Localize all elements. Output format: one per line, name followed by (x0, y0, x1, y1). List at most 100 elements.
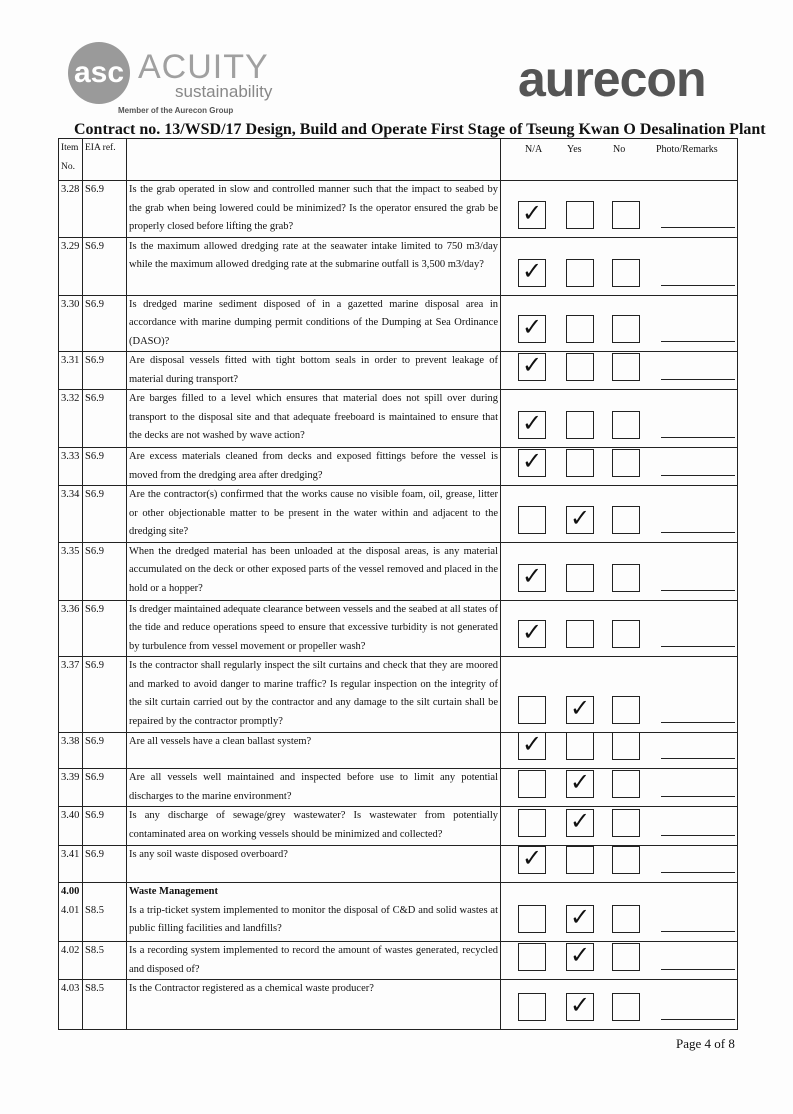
remarks-field[interactable] (661, 226, 735, 228)
checkbox-no[interactable] (612, 993, 640, 1021)
table-row: 3.37 S6.9 Is the contractor shall regularl… (58, 656, 738, 733)
checkbox-na[interactable] (518, 505, 546, 534)
remarks-field[interactable] (661, 379, 735, 380)
checkbox-yes[interactable]: ✓ (566, 943, 594, 971)
checkbox-no[interactable] (612, 449, 640, 477)
question-text: Are barges filled to a level which ensur… (126, 389, 501, 448)
item-number: 3.40 (58, 806, 83, 846)
remarks-field[interactable] (661, 646, 735, 647)
checkbox-na[interactable] (518, 809, 546, 837)
remarks-field[interactable] (661, 931, 735, 932)
checkbox-na[interactable] (518, 943, 546, 971)
checkbox-no[interactable] (612, 905, 640, 933)
question-text: When the dredged material has been unloa… (126, 541, 501, 601)
remarks-field[interactable] (661, 475, 735, 476)
checkbox-yes[interactable]: ✓ (566, 770, 594, 798)
checkbox-na[interactable]: ✓ (518, 563, 546, 592)
checkbox-yes[interactable] (566, 846, 594, 874)
checkbox-no[interactable] (612, 770, 640, 798)
checkbox-yes[interactable] (566, 200, 594, 229)
checkbox-na[interactable]: ✓ (518, 449, 546, 477)
remarks-field[interactable] (661, 969, 735, 970)
checkbox-na[interactable]: ✓ (518, 846, 546, 874)
header-item: Item No. (58, 138, 83, 181)
question-text: Is dredged marine sediment disposed of i… (126, 294, 501, 352)
checkbox-yes[interactable] (566, 732, 594, 760)
checkbox-na[interactable]: ✓ (518, 315, 546, 343)
checkbox-no[interactable] (612, 943, 640, 971)
question-text: Is dredger maintained adequate clearance… (126, 599, 501, 657)
checkbox-na[interactable]: ✓ (518, 353, 546, 381)
question-text: Is any soil waste disposed overboard? (126, 845, 501, 883)
item-number: 4.02 (58, 941, 83, 980)
question-text: Are all vessels have a clean ballast sys… (126, 732, 501, 769)
remarks-field[interactable] (661, 1019, 735, 1020)
header-remarks: Photo/Remarks (656, 144, 718, 155)
document-title: Contract no. 13/WSD/17 Design, Build and… (74, 121, 766, 138)
item-number: 3.41 (58, 845, 83, 883)
remarks-field[interactable] (661, 835, 735, 836)
remarks-field[interactable] (661, 437, 735, 438)
checkbox-na[interactable]: ✓ (518, 732, 546, 760)
checkbox-yes[interactable] (566, 315, 594, 343)
checkbox-yes[interactable]: ✓ (566, 505, 594, 534)
checkbox-na[interactable] (518, 696, 546, 724)
checkbox-yes[interactable]: ✓ (566, 696, 594, 724)
checkbox-yes[interactable]: ✓ (566, 905, 594, 933)
item-number: 3.35 (58, 541, 83, 601)
question-text: Are all vessels well maintained and insp… (126, 768, 501, 807)
eia-ref: S6.9 (82, 732, 127, 769)
checkbox-yes[interactable] (566, 353, 594, 381)
remarks-field[interactable] (661, 758, 735, 759)
checkbox-na[interactable]: ✓ (518, 258, 546, 287)
checkbox-no[interactable] (612, 315, 640, 343)
checkbox-yes[interactable] (566, 563, 594, 592)
table-row: 3.30 S6.9 Is dredged marine sediment dispo… (58, 294, 738, 352)
checkbox-yes[interactable] (566, 411, 594, 439)
remarks-field[interactable] (661, 341, 735, 342)
checkbox-no[interactable] (612, 620, 640, 648)
checkbox-na[interactable] (518, 770, 546, 798)
question-text: Are disposal vessels fitted with tight b… (126, 351, 501, 390)
checkbox-no[interactable] (612, 732, 640, 760)
checkbox-na[interactable]: ✓ (518, 620, 546, 648)
checkbox-no[interactable] (612, 411, 640, 439)
checkbox-no[interactable] (612, 505, 640, 534)
question-text: Is the maximum allowed dredging rate at … (126, 236, 501, 296)
eia-ref: S6.9 (82, 845, 127, 883)
remarks-field[interactable] (661, 872, 735, 873)
checkbox-no[interactable] (612, 846, 640, 874)
checkbox-yes[interactable] (566, 258, 594, 287)
checkbox-yes[interactable] (566, 620, 594, 648)
item-number: 3.32 (58, 389, 83, 448)
checkbox-no[interactable] (612, 696, 640, 724)
remarks-field[interactable] (661, 284, 735, 286)
header-na: N/A (525, 144, 543, 155)
checkbox-no[interactable] (612, 563, 640, 592)
checkbox-na[interactable] (518, 905, 546, 933)
eia-ref: S8.5 (85, 904, 104, 916)
remarks-field[interactable] (661, 589, 735, 591)
checkbox-yes[interactable]: ✓ (566, 809, 594, 837)
checkbox-no[interactable] (612, 353, 640, 381)
checkbox-yes[interactable] (566, 449, 594, 477)
checkbox-no[interactable] (612, 258, 640, 287)
item-number: 3.30 (58, 294, 83, 352)
item-number: 4.01 (61, 904, 80, 916)
item-number: 3.38 (58, 732, 83, 769)
checkbox-no[interactable] (612, 809, 640, 837)
table-row: 4.02 S8.5 Is a recording system implemente… (58, 941, 738, 980)
remarks-field[interactable] (661, 722, 735, 723)
item-number: 3.34 (58, 485, 83, 543)
table-row: 3.35 S6.9 When the dredged material has be… (58, 541, 738, 601)
checkbox-no[interactable] (612, 200, 640, 229)
checkbox-na[interactable] (518, 993, 546, 1021)
eia-ref: S6.9 (82, 599, 127, 657)
checkbox-na[interactable]: ✓ (518, 200, 546, 229)
checkbox-yes[interactable]: ✓ (566, 993, 594, 1021)
item-number: 3.33 (58, 447, 83, 486)
remarks-field[interactable] (661, 796, 735, 797)
checkbox-na[interactable]: ✓ (518, 411, 546, 439)
remarks-field[interactable] (661, 531, 735, 533)
